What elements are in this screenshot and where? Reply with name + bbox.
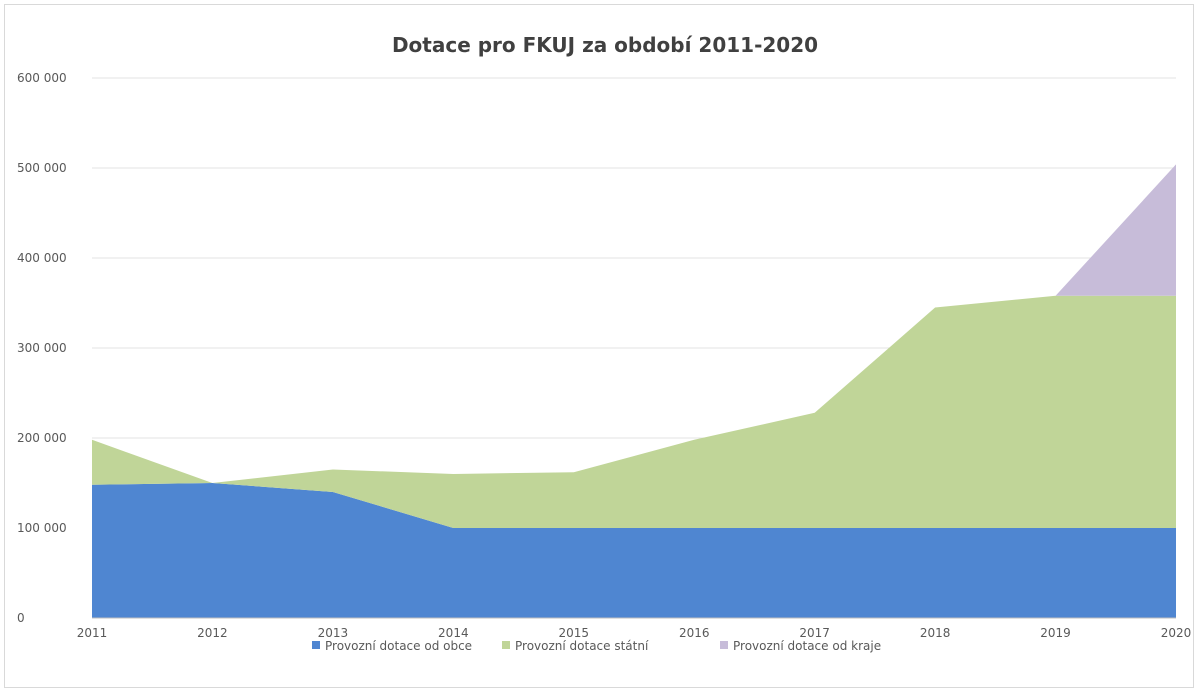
y-tick-label: 100 000 xyxy=(17,521,67,535)
y-tick-label: 500 000 xyxy=(17,161,67,175)
plot-areas xyxy=(92,164,1176,618)
x-tick-label: 2018 xyxy=(920,626,951,640)
legend-swatch xyxy=(502,641,510,649)
legend-label: Provozní dotace od kraje xyxy=(733,639,881,653)
legend-label: Provozní dotace státní xyxy=(515,639,649,653)
chart-frame: Dotace pro FKUJ za období 2011-2020 0 100… xyxy=(4,4,1194,688)
y-axis-tick-labels: 0 100 000 200 000 300 000 400 000 500 000 600 … xyxy=(17,71,67,625)
y-tick-label: 200 000 xyxy=(17,431,67,445)
x-tick-label: 2017 xyxy=(799,626,830,640)
x-axis-tick-labels: 2011 2012 2013 2014 2015 2016 2017 2018 2019 2020 xyxy=(77,626,1192,640)
y-tick-label: 400 000 xyxy=(17,251,67,265)
legend-label: Provozní dotace od obce xyxy=(325,639,472,653)
y-tick-label: 0 xyxy=(17,611,25,625)
legend-swatch xyxy=(312,641,320,649)
x-tick-label: 2014 xyxy=(438,626,469,640)
area-chart: Dotace pro FKUJ za období 2011-2020 0 100… xyxy=(5,5,1195,689)
legend-item: Provozní dotace od obce xyxy=(312,639,472,653)
x-tick-label: 2020 xyxy=(1161,626,1192,640)
x-tick-label: 2012 xyxy=(197,626,228,640)
legend-item: Provozní dotace od kraje xyxy=(720,639,881,653)
chart-title: Dotace pro FKUJ za období 2011-2020 xyxy=(392,33,818,57)
x-tick-label: 2013 xyxy=(318,626,349,640)
y-tick-label: 300 000 xyxy=(17,341,67,355)
legend-swatch xyxy=(720,641,728,649)
x-tick-label: 2016 xyxy=(679,626,710,640)
x-tick-label: 2015 xyxy=(559,626,590,640)
x-tick-label: 2011 xyxy=(77,626,108,640)
legend-item: Provozní dotace státní xyxy=(502,639,649,653)
x-tick-label: 2019 xyxy=(1040,626,1071,640)
legend: Provozní dotace od obce Provozní dotace s… xyxy=(312,639,881,653)
y-tick-label: 600 000 xyxy=(17,71,67,85)
